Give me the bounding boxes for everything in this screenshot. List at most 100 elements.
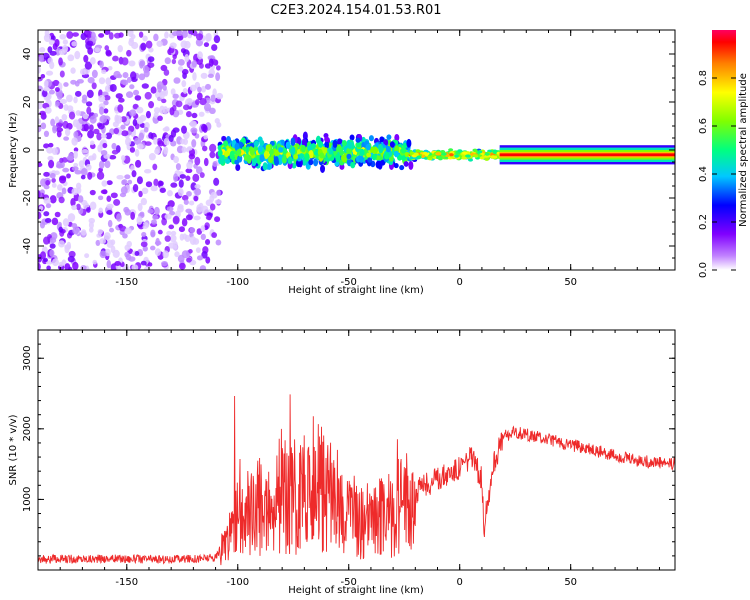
heatmap-cell: [136, 216, 143, 225]
heatmap-cell: [95, 239, 101, 247]
heatmap-cell: [132, 118, 138, 127]
heatmap-cell: [130, 71, 137, 81]
heatmap-cell: [89, 201, 97, 211]
heatmap-cell: [404, 151, 410, 158]
heatmap-cell: [66, 31, 74, 39]
heatmap-cell: [341, 139, 347, 147]
heatmap-cell: [62, 218, 70, 227]
heatmap-cell: [58, 176, 67, 184]
heatmap-cell: [350, 161, 356, 169]
heatmap-cell: [200, 85, 207, 93]
heatmap-cell: [103, 108, 109, 114]
heatmap-cell: [122, 233, 128, 239]
heatmap-cell: [43, 80, 49, 88]
heatmap-cell: [162, 127, 170, 132]
heatmap-cell: [152, 215, 159, 220]
heatmap-cell: [158, 180, 164, 187]
heatmap-cell: [205, 215, 212, 221]
colorbar-label: Normalized spectral amplitude: [738, 73, 749, 227]
heatmap-cell: [195, 166, 203, 175]
heatmap-cell: [187, 146, 193, 151]
heatmap-cell: [153, 178, 159, 187]
heatmap-cell: [300, 144, 306, 153]
heatmap-cell: [153, 136, 158, 145]
heatmap-cell: [141, 221, 149, 229]
heatmap-cell: [189, 227, 196, 234]
heatmap-cell: [291, 162, 297, 169]
heatmap-cell: [203, 42, 210, 48]
heatmap-cell: [179, 174, 186, 179]
heatmap-cell: [394, 133, 400, 142]
heatmap-cell: [484, 157, 490, 161]
heatmap-cell: [209, 203, 216, 211]
heatmap-cell: [106, 260, 112, 269]
heatmap-cell: [177, 204, 184, 210]
heatmap-cell: [110, 192, 118, 199]
heatmap-cell: [308, 159, 314, 166]
heatmap-cell: [211, 44, 218, 51]
heatmap-cell: [38, 65, 41, 74]
heatmap-cell: [170, 230, 177, 236]
heatmap-cell: [378, 144, 384, 154]
heatmap-cell: [80, 229, 87, 236]
heatmap-cell: [66, 94, 73, 103]
heatmap-cell: [153, 33, 159, 42]
heatmap-cell: [436, 152, 442, 156]
heatmap-cell: [48, 39, 55, 46]
heatmap-cell: [139, 60, 144, 69]
heatmap-cell: [80, 32, 87, 41]
heatmap-cell: [201, 250, 208, 259]
heatmap-cell: [126, 49, 132, 57]
heatmap-cell: [133, 89, 140, 96]
heatmap-cell: [183, 199, 189, 205]
heatmap-cell: [87, 77, 95, 84]
heatmap-cell: [203, 134, 208, 140]
heatmap-cell: [448, 153, 454, 157]
heatmap-cell: [63, 136, 70, 141]
heatmap-cell: [80, 167, 88, 176]
heatmap-cell: [164, 235, 171, 242]
heatmap-cell: [147, 262, 153, 267]
x-tick-label: -50: [341, 577, 357, 588]
heatmap-cell: [130, 211, 136, 220]
heatmap-cell: [49, 172, 56, 179]
heatmap-cell: [186, 257, 192, 263]
heatmap-cell: [96, 171, 105, 180]
heatmap-cell: [168, 134, 174, 142]
heatmap-cell: [253, 140, 259, 147]
heatmap-cell: [93, 128, 100, 135]
heatmap-cell: [148, 153, 156, 161]
heatmap-cell: [210, 94, 216, 102]
heatmap-cell: [115, 115, 123, 124]
heatmap-cell: [204, 83, 212, 90]
heatmap-cell: [154, 148, 160, 155]
heatmap-cell: [51, 147, 58, 156]
heatmap-cell: [157, 229, 163, 235]
heatmap-cell: [121, 130, 129, 137]
heatmap-cell: [153, 107, 161, 114]
y-tick-label: 1000: [22, 487, 33, 512]
heatmap-cell: [101, 69, 107, 74]
heatmap-cell: [216, 189, 221, 196]
heatmap-cell: [48, 89, 55, 95]
heatmap-cell: [368, 135, 374, 142]
heatmap-cell: [221, 135, 227, 142]
heatmap-cell: [440, 150, 446, 154]
heatmap-cell: [73, 150, 78, 159]
heatmap-cell: [129, 109, 137, 117]
heatmap-cell: [472, 154, 478, 158]
heatmap-cell: [109, 154, 117, 160]
x-tick-label: -150: [115, 577, 138, 588]
heatmap-cell: [114, 261, 122, 266]
heatmap-cell: [47, 46, 53, 54]
heatmap-cell: [49, 195, 57, 204]
heatmap-cell: [43, 171, 50, 177]
heatmap-cell: [103, 100, 109, 106]
heatmap-cell: [461, 156, 467, 160]
heatmap-cell: [115, 93, 123, 99]
heatmap-cell: [66, 241, 72, 250]
heatmap-cell: [40, 73, 46, 79]
heatmap-cell: [107, 219, 113, 228]
heatmap-cell: [163, 146, 169, 155]
heatmap-cell: [173, 156, 179, 164]
